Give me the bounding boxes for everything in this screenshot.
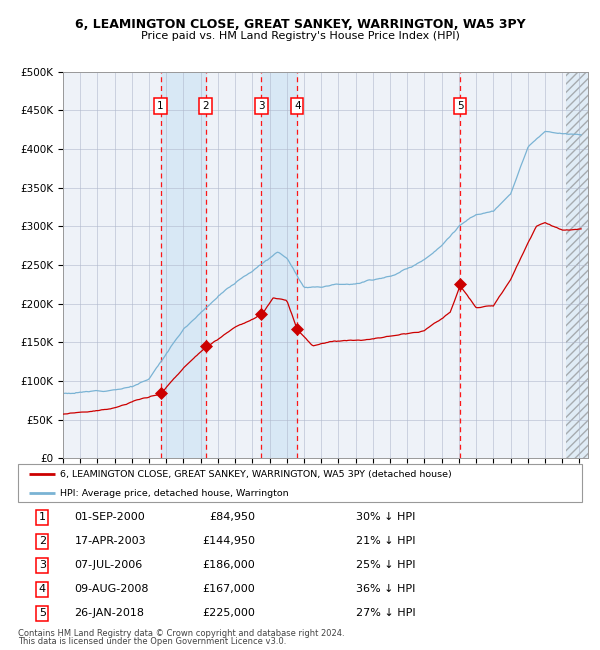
Text: 6, LEAMINGTON CLOSE, GREAT SANKEY, WARRINGTON, WA5 3PY (detached house): 6, LEAMINGTON CLOSE, GREAT SANKEY, WARRI…	[60, 470, 452, 479]
Text: 3: 3	[39, 560, 46, 570]
Text: 1: 1	[157, 101, 164, 111]
Text: 36% ↓ HPI: 36% ↓ HPI	[356, 584, 416, 594]
Text: HPI: Average price, detached house, Warrington: HPI: Average price, detached house, Warr…	[60, 489, 289, 498]
Text: Price paid vs. HM Land Registry's House Price Index (HPI): Price paid vs. HM Land Registry's House …	[140, 31, 460, 41]
Bar	[261, 72, 297, 458]
Text: 21% ↓ HPI: 21% ↓ HPI	[356, 536, 416, 546]
Text: 2: 2	[202, 101, 209, 111]
Text: 30% ↓ HPI: 30% ↓ HPI	[356, 512, 416, 522]
Text: 17-APR-2003: 17-APR-2003	[74, 536, 146, 546]
Text: 2: 2	[38, 536, 46, 546]
Text: £144,950: £144,950	[202, 536, 255, 546]
Text: £167,000: £167,000	[202, 584, 255, 594]
Text: 01-SEP-2000: 01-SEP-2000	[74, 512, 145, 522]
Text: 1: 1	[39, 512, 46, 522]
Text: £186,000: £186,000	[202, 560, 255, 570]
Text: 4: 4	[294, 101, 301, 111]
Bar	[161, 72, 206, 458]
Text: 26-JAN-2018: 26-JAN-2018	[74, 608, 145, 618]
Text: 3: 3	[258, 101, 265, 111]
Text: This data is licensed under the Open Government Licence v3.0.: This data is licensed under the Open Gov…	[18, 637, 286, 646]
Text: 6, LEAMINGTON CLOSE, GREAT SANKEY, WARRINGTON, WA5 3PY: 6, LEAMINGTON CLOSE, GREAT SANKEY, WARRI…	[74, 18, 526, 31]
Text: £225,000: £225,000	[202, 608, 255, 618]
Text: £84,950: £84,950	[209, 512, 255, 522]
Text: 25% ↓ HPI: 25% ↓ HPI	[356, 560, 416, 570]
Text: 4: 4	[38, 584, 46, 594]
Text: 5: 5	[39, 608, 46, 618]
Text: Contains HM Land Registry data © Crown copyright and database right 2024.: Contains HM Land Registry data © Crown c…	[18, 629, 344, 638]
Text: 5: 5	[457, 101, 463, 111]
Text: 27% ↓ HPI: 27% ↓ HPI	[356, 608, 416, 618]
Text: 09-AUG-2008: 09-AUG-2008	[74, 584, 149, 594]
Bar	[566, 72, 600, 458]
Text: 07-JUL-2006: 07-JUL-2006	[74, 560, 143, 570]
